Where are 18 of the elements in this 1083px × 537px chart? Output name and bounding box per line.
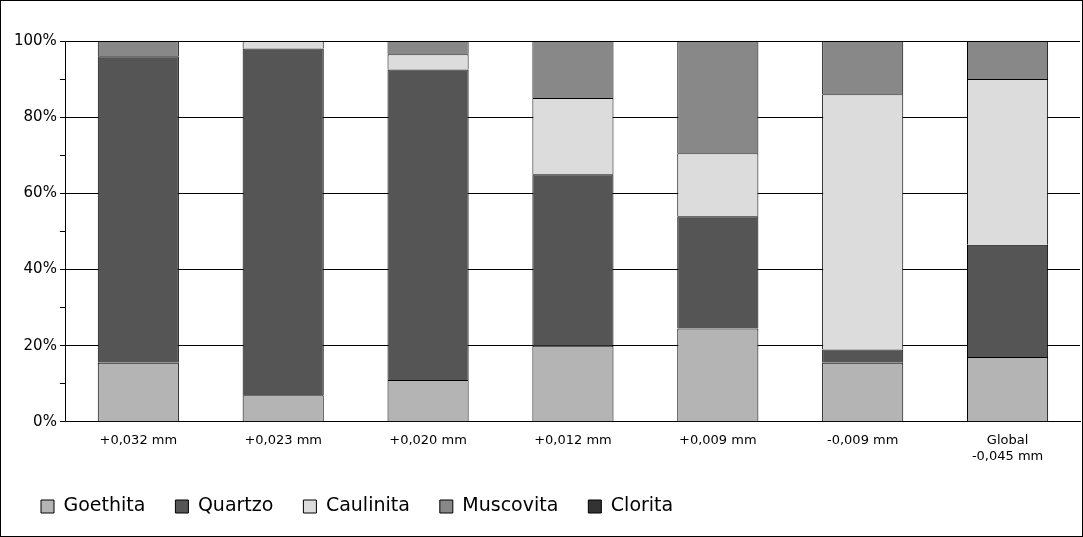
x-tick-label: +0,020 mm (389, 431, 467, 447)
x-tick-label: +0,012 mm (534, 431, 612, 447)
y-tick-label: 40% (23, 259, 57, 278)
legend-label: Quartzo (197, 493, 274, 516)
legend-label: Clorita (610, 493, 674, 516)
x-tick-label: -0,009 mm (827, 431, 899, 447)
y-tick-label: 80% (23, 107, 57, 126)
y-tick-label: 0% (33, 411, 57, 430)
legend-label: Muscovita (462, 493, 559, 516)
x-tick-label: +0,023 mm (244, 431, 322, 447)
x-tick-label: +0,032 mm (99, 431, 178, 447)
y-tick-label: 100% (13, 30, 57, 49)
x-tick-label: +0,009 mm (679, 431, 757, 447)
legend-label: Goethita (63, 493, 146, 516)
x-tick-label: Global -0,045 mm (971, 431, 1044, 463)
y-tick-label: 60% (23, 183, 57, 202)
y-tick-label: 20% (23, 335, 57, 354)
legend-label: Caulinita (325, 493, 410, 516)
